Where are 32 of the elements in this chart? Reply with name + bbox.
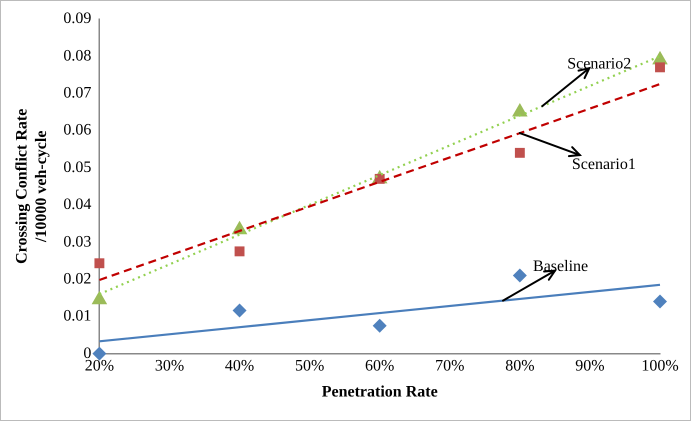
x-tick-label: 50% — [294, 357, 324, 374]
line-series — [98, 82, 662, 282]
series-label: Baseline — [533, 258, 588, 275]
point — [234, 246, 244, 256]
x-tick-label: 20% — [84, 357, 114, 374]
y-tick-label: 0.07 — [63, 84, 92, 102]
point — [514, 148, 525, 158]
y-tick-label: 0.06 — [63, 122, 92, 139]
series-label: Scenario2 — [567, 55, 632, 72]
y-tick-label: 0.09 — [63, 10, 92, 28]
x-axis-title: Penetration Rate — [322, 384, 438, 401]
point — [655, 62, 665, 72]
x-tick-label: 60% — [365, 357, 394, 374]
point — [512, 268, 527, 283]
y-tick-label: 0.04 — [63, 196, 92, 214]
point — [94, 258, 104, 268]
x-tick-label: 40% — [224, 357, 254, 374]
text: Scenario1 — [572, 156, 636, 174]
y-tick-label: 0.01 — [63, 308, 92, 325]
y-tick-label: 0.08 — [63, 47, 92, 64]
x-tick-label: 100% — [641, 357, 679, 374]
y-axis-title: Crossing Conflict Rate /10000 veh-cycle — [14, 108, 50, 264]
y-tick-label: 0.05 — [63, 158, 92, 176]
y-tick-label: 0.03 — [63, 233, 92, 250]
point — [653, 294, 667, 309]
x-tick-label: 80% — [505, 357, 535, 374]
y-tick-label: 0.02 — [63, 270, 92, 288]
point — [372, 318, 387, 333]
x-tick-label: 30% — [154, 357, 184, 374]
x-tick-label: 90% — [575, 357, 605, 374]
x-tick-label: 70% — [435, 357, 464, 374]
point — [232, 303, 247, 318]
